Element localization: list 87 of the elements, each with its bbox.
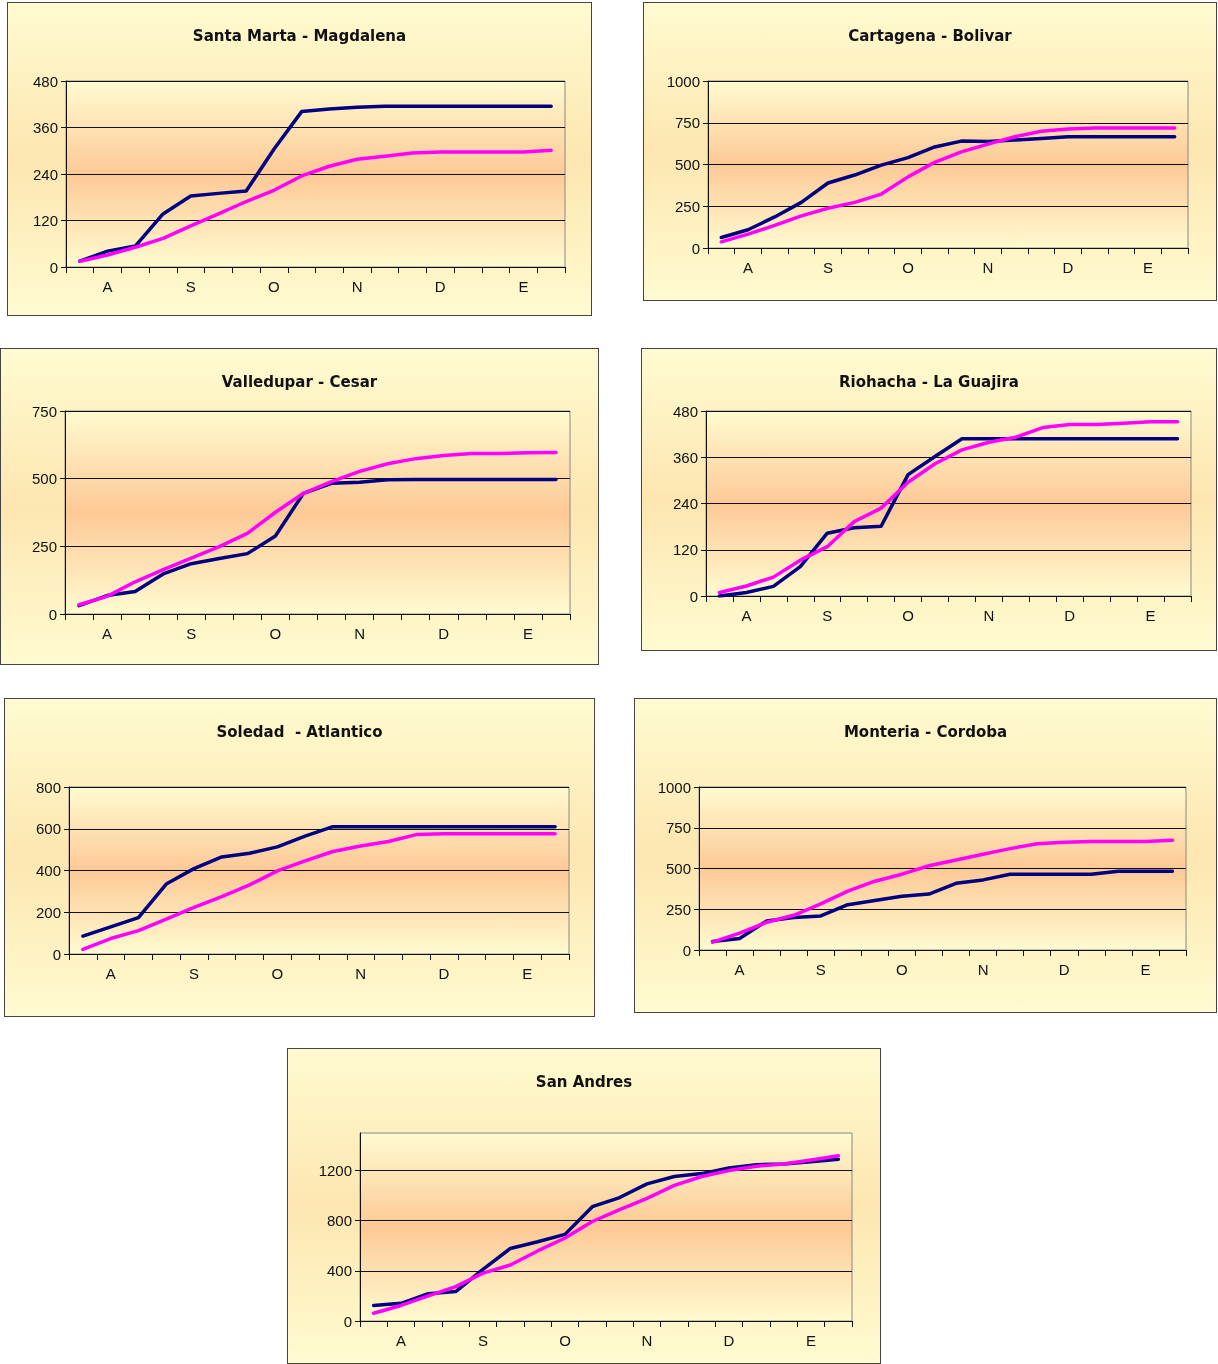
- chart-title: Cartagena - Bolivar: [848, 26, 1013, 45]
- x-tick-label: D: [1064, 607, 1076, 624]
- x-tick-label: E: [805, 1332, 817, 1349]
- y-tick-label: 400: [326, 1262, 352, 1280]
- x-tick-label: E: [518, 278, 529, 295]
- x-tick-label: D: [434, 278, 446, 295]
- line-series: [81, 824, 557, 938]
- chart-title: Monteria - Cordoba: [843, 722, 1008, 741]
- x-tick-label: S: [815, 961, 826, 978]
- line-series: [81, 832, 557, 952]
- x-tick-label: D: [1058, 961, 1070, 978]
- y-tick-label: 480: [32, 72, 58, 90]
- chart-title: Santa Marta - Magdalena: [192, 26, 407, 45]
- x-tick-label: A: [741, 607, 752, 624]
- y-tick-label: 0: [682, 941, 691, 959]
- x-tick-label: S: [185, 278, 196, 295]
- x-tick-label: N: [977, 961, 989, 978]
- x-tick-label: D: [438, 625, 450, 642]
- x-tick-label: O: [268, 278, 280, 295]
- x-tick-label: E: [1140, 961, 1151, 978]
- y-tick-label: 750: [31, 402, 57, 420]
- y-tick-label: 1000: [666, 72, 700, 90]
- x-tick-label: O: [902, 607, 914, 624]
- x-tick-label: N: [355, 965, 367, 982]
- y-tick-label: 240: [672, 495, 698, 512]
- x-tick-label: N: [354, 625, 366, 642]
- y-tick-label: 240: [32, 165, 58, 183]
- y-tick-label: 360: [672, 448, 698, 466]
- chart-title: Soledad - Atlantico: [216, 722, 383, 741]
- x-tick-label: N: [641, 1332, 653, 1349]
- x-tick-label: O: [559, 1332, 571, 1349]
- x-tick-label: E: [1145, 607, 1156, 624]
- y-tick-label: 750: [665, 819, 691, 837]
- y-tick-label: 250: [674, 197, 700, 215]
- y-tick-label: 500: [31, 470, 57, 488]
- y-tick-label: 500: [665, 860, 691, 877]
- x-tick-label: A: [395, 1332, 407, 1349]
- x-tick-label: S: [822, 259, 834, 276]
- y-tick-label: 120: [672, 541, 698, 559]
- y-tick-label: 250: [31, 537, 57, 555]
- y-tick-label: 360: [32, 119, 58, 136]
- y-tick-label: 0: [49, 258, 58, 276]
- x-tick-label: D: [1062, 259, 1074, 276]
- x-tick-label: A: [105, 965, 116, 982]
- x-tick-label: D: [723, 1332, 735, 1349]
- x-tick-label: S: [477, 1332, 489, 1349]
- x-tick-label: O: [896, 961, 908, 978]
- y-tick-label: 500: [674, 156, 700, 173]
- x-tick-label: S: [186, 625, 197, 642]
- y-tick-label: 0: [691, 239, 700, 257]
- y-tick-label: 0: [52, 945, 61, 963]
- y-tick-label: 0: [689, 587, 698, 605]
- y-tick-label: 200: [35, 903, 61, 921]
- line-series: [710, 838, 1175, 944]
- x-tick-label: E: [522, 965, 533, 982]
- y-tick-label: 800: [35, 778, 61, 796]
- y-tick-label: 1000: [657, 778, 691, 796]
- x-tick-label: S: [188, 965, 200, 982]
- x-tick-label: N: [983, 607, 995, 624]
- y-tick-label: 250: [665, 900, 691, 918]
- line-series: [77, 450, 558, 607]
- x-tick-label: A: [102, 625, 113, 642]
- x-tick-label: N: [982, 259, 994, 276]
- x-tick-label: O: [269, 625, 282, 642]
- line-series: [78, 148, 553, 263]
- chart-title: Riohacha - La Guajira: [839, 372, 1019, 391]
- y-tick-label: 0: [48, 605, 57, 623]
- y-tick-label: 800: [326, 1212, 352, 1230]
- y-tick-label: 750: [674, 114, 700, 132]
- x-tick-label: O: [271, 965, 284, 982]
- x-tick-label: O: [902, 259, 914, 276]
- chart-title: Valledupar - Cesar: [221, 372, 378, 391]
- x-tick-label: S: [822, 607, 833, 624]
- y-tick-label: 0: [343, 1312, 352, 1330]
- y-tick-label: 120: [32, 212, 58, 229]
- x-tick-label: E: [1142, 259, 1154, 276]
- x-tick-label: N: [351, 278, 363, 295]
- y-tick-label: 480: [672, 402, 698, 420]
- y-tick-label: 400: [35, 862, 61, 879]
- x-tick-label: A: [102, 278, 113, 295]
- x-tick-label: A: [742, 259, 754, 276]
- y-tick-label: 1200: [318, 1162, 352, 1180]
- chart-title: San Andres: [535, 1072, 633, 1091]
- x-tick-label: A: [734, 961, 745, 978]
- x-tick-label: D: [438, 965, 450, 982]
- y-tick-label: 600: [35, 820, 61, 838]
- x-tick-label: E: [522, 625, 533, 642]
